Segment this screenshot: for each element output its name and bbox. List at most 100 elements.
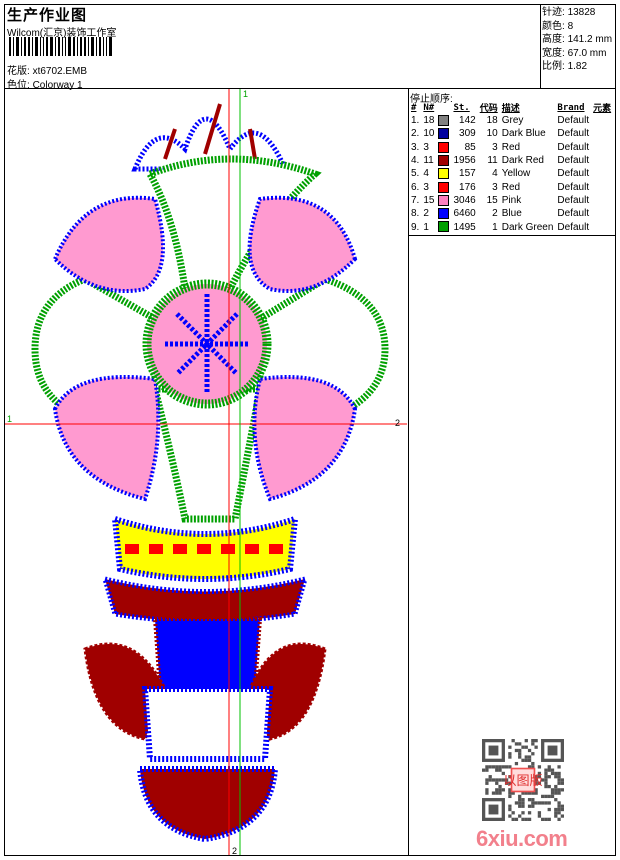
color-row: 9. 1 1495 1 Dark Green Default	[409, 220, 613, 233]
row-index: 4.	[411, 155, 420, 167]
row-index: 2.	[411, 128, 420, 140]
worksheet-frame	[4, 4, 616, 856]
row-brand: Default	[557, 221, 590, 233]
row-element	[591, 114, 613, 127]
row-stitches: 142	[459, 115, 476, 127]
row-element	[591, 141, 613, 154]
barcode	[9, 37, 114, 56]
svg-text:以图版: 以图版	[503, 773, 542, 788]
col-stitches: St.	[453, 102, 470, 113]
row-code: 18	[486, 115, 498, 127]
row-description: Grey	[501, 115, 524, 127]
qr-code: 以图版	[482, 739, 564, 821]
colorway: 色位: Colorway 1	[7, 76, 83, 91]
color-sequence-table: # N# St. 代码 描述 Brand 元素 1. 18 142 18 Gre…	[409, 101, 613, 234]
row-index: 1.	[411, 115, 420, 127]
color-swatch	[436, 220, 451, 233]
row-code: 3	[492, 181, 498, 193]
row-description: Dark Red	[501, 155, 544, 167]
divider	[4, 88, 616, 89]
stat-colors: 颜色: 8	[542, 20, 574, 32]
row-index: 8.	[411, 208, 420, 220]
row-brand: Default	[557, 155, 590, 167]
col-code: 代码	[479, 104, 498, 114]
row-needle: 4	[423, 168, 429, 180]
col-element: 元素	[593, 104, 612, 114]
color-row: 5. 4 157 4 Yellow Default	[409, 167, 613, 180]
row-element	[591, 180, 613, 193]
color-row: 6. 3 176 3 Red Default	[409, 180, 613, 193]
company-name: Wilcom(汇京)装饰工作室	[7, 28, 117, 39]
color-swatch	[436, 180, 451, 193]
row-stitches: 309	[459, 128, 476, 140]
row-brand: Default	[557, 128, 590, 140]
row-stitches: 157	[459, 168, 476, 180]
row-brand: Default	[557, 194, 590, 206]
row-needle: 18	[423, 115, 435, 127]
color-row: 7. 15 3046 15 Pink Default	[409, 194, 613, 207]
row-index: 7.	[411, 194, 420, 206]
divider	[540, 4, 541, 88]
watermark-logo: 6xiu.com	[476, 826, 568, 851]
row-needle: 11	[423, 155, 434, 167]
row-code: 11	[487, 155, 498, 167]
design-stats: 针迹: 13828 颜色: 8 高度: 141.2 mm 宽度: 67.0 mm…	[542, 6, 612, 74]
col-brand: Brand	[557, 102, 585, 113]
color-row: 4. 11 1956 11 Dark Red Default	[409, 154, 613, 167]
page-title: 生产作业图	[7, 7, 88, 24]
axis-label-top: 1	[243, 89, 248, 99]
row-stitches: 1495	[453, 221, 476, 233]
row-needle: 10	[423, 128, 435, 140]
color-row: 2. 10 309 10 Dark Blue Default	[409, 127, 613, 140]
row-needle: 15	[423, 194, 435, 206]
row-stitches: 176	[459, 181, 476, 193]
row-description: Pink	[501, 194, 522, 206]
row-stitches: 6460	[453, 208, 476, 220]
row-code: 10	[486, 128, 498, 140]
design-name: 花版: xt6702.EMB	[7, 62, 87, 77]
row-element	[591, 194, 613, 207]
row-index: 6.	[411, 181, 420, 193]
row-code: 15	[486, 194, 498, 206]
row-element	[591, 220, 613, 233]
color-swatch	[436, 127, 451, 140]
row-stitches: 85	[464, 141, 476, 153]
color-swatch	[436, 194, 451, 207]
colorway-value: Colorway 1	[32, 80, 83, 91]
stat-height: 高度: 141.2 mm	[542, 34, 613, 45]
color-swatch	[436, 167, 451, 180]
col-index: #	[411, 102, 417, 113]
stat-stitches: 针迹: 13828	[542, 7, 596, 18]
row-needle: 3	[423, 181, 429, 193]
design-value: xt6702.EMB	[32, 66, 88, 77]
row-brand: Default	[557, 181, 590, 193]
row-element	[591, 167, 613, 180]
colorway-label: 色位:	[7, 80, 30, 91]
row-description: Yellow	[501, 168, 531, 180]
stop-sequence-title: 停止顺序:	[410, 94, 453, 105]
row-code: 2	[492, 208, 498, 220]
row-element	[591, 127, 613, 140]
row-description: Red	[501, 141, 521, 153]
row-brand: Default	[557, 208, 590, 220]
row-description: Dark Green	[501, 221, 554, 233]
embroidery-design	[31, 103, 389, 843]
row-element	[591, 154, 613, 167]
row-index: 3.	[411, 141, 420, 153]
col-description: 描述	[501, 104, 520, 114]
design-label: 花版:	[7, 66, 30, 77]
color-swatch	[436, 114, 451, 127]
axis-label-left: 1	[7, 414, 12, 424]
row-index: 9.	[411, 221, 420, 233]
col-needle: N#	[423, 102, 435, 113]
row-stitches: 1956	[453, 155, 476, 167]
divider	[408, 88, 409, 856]
row-index: 5.	[411, 168, 420, 180]
row-needle: 3	[423, 141, 429, 153]
row-needle: 1	[423, 221, 429, 233]
row-description: Dark Blue	[501, 128, 546, 140]
axis-label-right: 2	[395, 418, 400, 428]
stat-width: 宽度: 67.0 mm	[542, 47, 607, 59]
embroidery-design-preview: 1 2 1 2	[5, 89, 407, 855]
axis-label-bottom: 2	[232, 846, 237, 855]
